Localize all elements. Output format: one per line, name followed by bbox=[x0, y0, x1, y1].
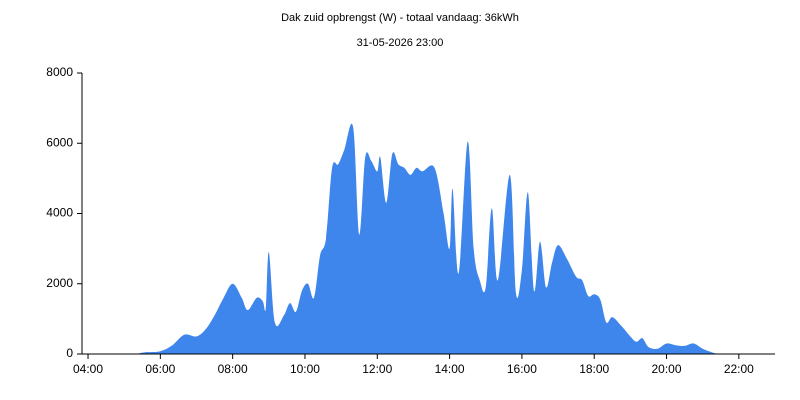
area bbox=[136, 123, 718, 354]
x-tick-label: 14:00 bbox=[435, 362, 465, 376]
x-tick-label: 16:00 bbox=[507, 362, 537, 376]
y-tick-label: 0 bbox=[66, 346, 73, 360]
y-tick-label: 4000 bbox=[46, 206, 73, 220]
x-tick-label: 04:00 bbox=[73, 362, 103, 376]
x-tick-label: 12:00 bbox=[362, 362, 392, 376]
chart-title: Dak zuid opbrengst (W) - totaal vandaag:… bbox=[281, 12, 519, 24]
chart-subtitle: 31-05-2026 23:00 bbox=[357, 37, 444, 49]
x-tick-label: 10:00 bbox=[290, 362, 320, 376]
y-tick-label: 8000 bbox=[46, 65, 73, 79]
x-tick-label: 08:00 bbox=[218, 362, 248, 376]
x-tick-label: 06:00 bbox=[145, 362, 175, 376]
y-tick-label: 6000 bbox=[46, 135, 73, 149]
x-tick-label: 18:00 bbox=[579, 362, 609, 376]
y-tick-label: 2000 bbox=[46, 276, 73, 290]
x-tick-label: 22:00 bbox=[724, 362, 754, 376]
x-tick-label: 20:00 bbox=[652, 362, 682, 376]
